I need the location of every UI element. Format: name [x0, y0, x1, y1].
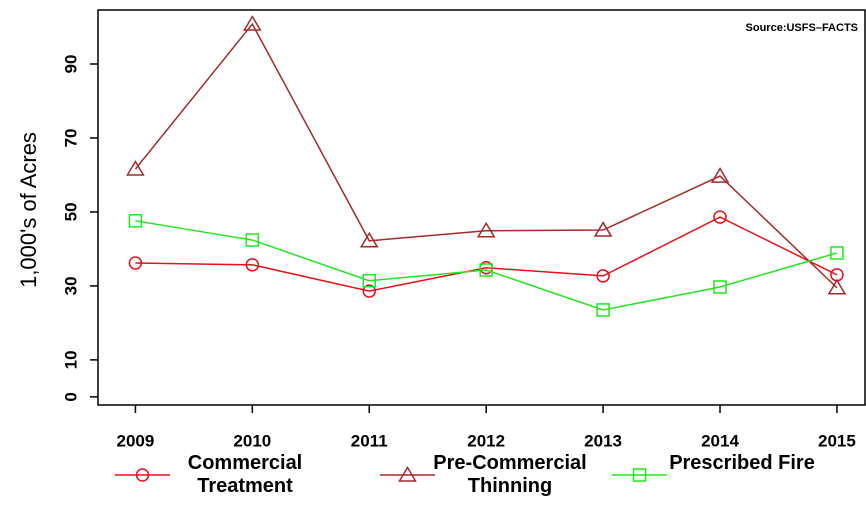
marker: [632, 468, 647, 482]
y-tick-label: 10: [61, 350, 80, 369]
y-tick-label: 0: [61, 392, 80, 401]
marker: [710, 167, 730, 183]
x-tick-label: 2011: [351, 431, 388, 450]
source-note: Source:USFS–FACTS: [746, 22, 858, 34]
y-tick-label: 50: [61, 202, 80, 221]
series-line: [135, 216, 838, 292]
marker: [135, 468, 150, 482]
legend-label: Pre-Commercial Thinning: [433, 452, 587, 497]
marker: [827, 278, 847, 295]
marker: [596, 303, 610, 317]
marker: [128, 256, 143, 270]
marker: [245, 233, 260, 247]
legend-item: [380, 466, 435, 482]
x-tick-label: 2013: [584, 431, 622, 450]
x-tick-label: 2015: [818, 431, 856, 450]
y-tick-label: 70: [61, 129, 80, 148]
marker: [243, 15, 262, 31]
x-tick-label: 2009: [117, 431, 155, 450]
marker: [713, 210, 727, 224]
marker: [245, 258, 260, 272]
marker: [830, 246, 844, 260]
series-line: [134, 22, 838, 289]
marker: [362, 284, 377, 298]
marker: [359, 231, 379, 248]
y-tick-label: 30: [61, 276, 80, 295]
marker: [596, 269, 610, 283]
marker: [126, 160, 145, 176]
marker: [593, 221, 613, 237]
x-tick-label: 2012: [467, 431, 505, 450]
y-axis-label: 1,000's of Acres: [16, 132, 41, 288]
plot-frame: [97, 9, 866, 406]
marker: [128, 214, 143, 228]
y-tick-label: 90: [61, 55, 80, 74]
marker: [479, 263, 493, 277]
legend-label: Prescribed Fire: [669, 452, 815, 474]
series-line: [135, 220, 838, 311]
legend-item: [612, 468, 667, 482]
marker: [713, 280, 727, 294]
x-tick-label: 2010: [233, 431, 271, 450]
legend-item: [115, 468, 170, 482]
legend-label: Commercial Treatment: [187, 452, 303, 497]
marker: [398, 466, 417, 482]
marker: [362, 273, 377, 288]
marker: [476, 221, 496, 238]
x-tick-label: 2014: [701, 431, 739, 450]
